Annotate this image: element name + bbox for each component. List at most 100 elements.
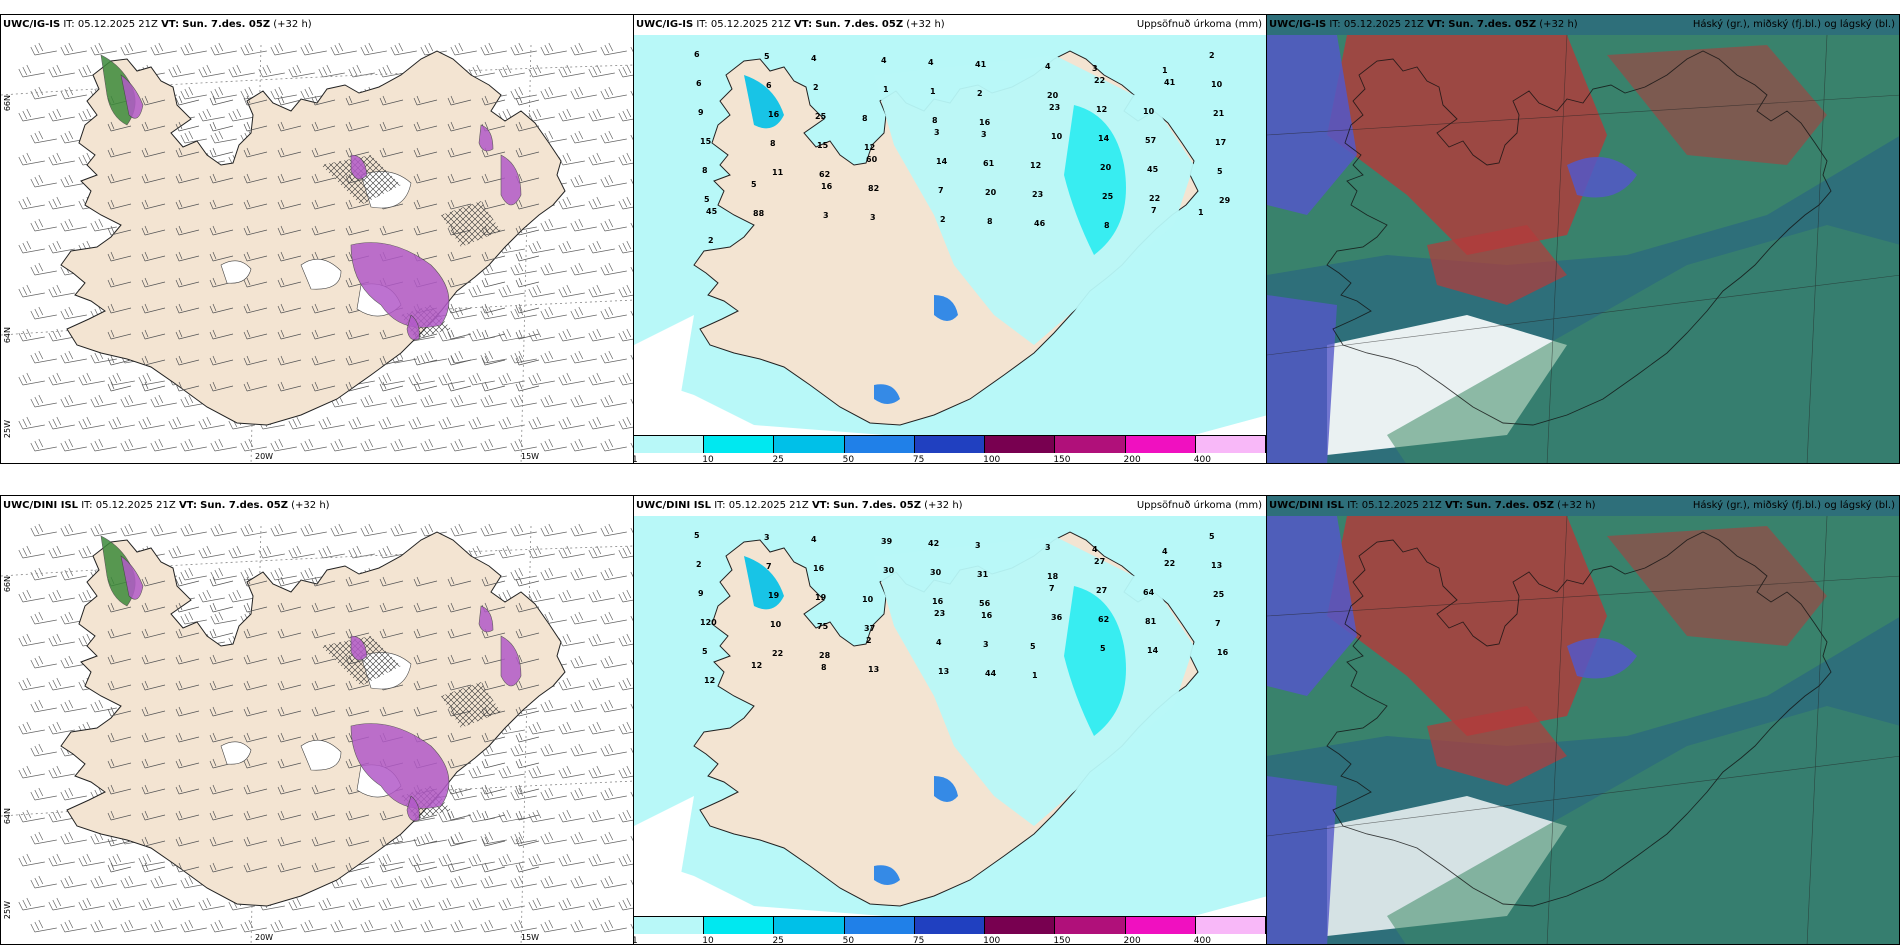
precip-value-label: 5 [1030, 642, 1036, 651]
valid-time: Sun. 7.des. 05Z [200, 500, 288, 511]
precip-value-label: 9 [698, 589, 704, 598]
precip-value-label: 11 [772, 168, 784, 177]
precip-value-label: 8 [932, 116, 938, 125]
precip-value-label: 13 [1211, 561, 1222, 570]
precip-value-label: 4 [1162, 547, 1168, 556]
precip-value-label: 7 [1215, 619, 1221, 628]
colorbar-tick-label: 100 [983, 936, 1001, 945]
precip-value-label: 30 [883, 566, 895, 575]
precip-map-panel-row1: UWC/IG-IS IT: 05.12.2025 21Z VT: Sun. 7.… [633, 14, 1267, 464]
init-time: IT: 05.12.2025 21Z [81, 500, 176, 511]
precip-value-label: 45 [706, 207, 718, 216]
init-time: IT: 05.12.2025 21Z [714, 500, 809, 511]
colorbar-tick-label: 150 [1053, 455, 1071, 464]
precip-value-label: 16 [768, 110, 780, 119]
lon-label-20: 20W [255, 452, 274, 461]
precip-value-label: 2 [866, 636, 872, 645]
precip-value-label: 5 [1209, 532, 1215, 541]
precip-value-label: 10 [862, 595, 874, 604]
colorbar-segment: 1 [634, 435, 705, 463]
precip-value-label: 8 [821, 663, 827, 672]
precip-value-label: 5 [702, 647, 708, 656]
precip-value-label: 28 [819, 651, 831, 660]
valid-time: Sun. 7.des. 05Z [1448, 19, 1537, 30]
precip-value-label: 8 [702, 166, 708, 175]
colorbar-tick-label: 150 [1053, 936, 1071, 945]
precip-value-label: 2 [940, 215, 946, 224]
precip-value-label: 13 [938, 667, 949, 676]
precip-value-label: 4 [928, 58, 934, 67]
valid-time: Sun. 7.des. 05Z [815, 19, 904, 30]
precip-value-label: 5 [1217, 167, 1223, 176]
lon-label-20: 20W [255, 933, 274, 942]
precip-value-label: 75 [817, 622, 829, 631]
colorbar-tick-label: 25 [772, 455, 784, 464]
precip-value-label: 6 [694, 50, 700, 59]
precip-value-label: 1 [1162, 66, 1168, 75]
colorbar-segment: 150 [1053, 435, 1126, 463]
panel-title: UWC/DINI ISL IT: 05.12.2025 21Z VT: Sun.… [636, 500, 963, 511]
precip-value-label: 44 [985, 669, 997, 678]
precip-value-label: 1 [1032, 671, 1038, 680]
precip-value-label: 4 [1045, 62, 1051, 71]
valid-time: Sun. 7.des. 05Z [182, 19, 271, 30]
precip-value-label: 3 [764, 533, 770, 542]
precip-value-label: 37 [864, 624, 875, 633]
precip-value-label: 12 [864, 143, 875, 152]
colorbar-tick-label: 400 [1193, 455, 1211, 464]
precip-value-label: 4 [936, 638, 942, 647]
precip-value-label: 8 [770, 139, 776, 148]
precip-value-label: 27 [1096, 586, 1107, 595]
precip-value-label: 2 [813, 83, 819, 92]
precip-value-label: 9 [698, 108, 704, 117]
precip-value-label: 8 [862, 114, 868, 123]
precip-title: Uppsöfnuð úrkoma (mm) [1136, 19, 1262, 30]
precip-value-label: 41 [1164, 78, 1176, 87]
cloud-map [1267, 496, 1899, 944]
precip-value-label: 23 [1049, 103, 1060, 112]
lat-label-66: 66N [3, 576, 12, 593]
lead-time: (+32 h) [291, 500, 330, 511]
precip-value-label: 42 [928, 539, 939, 548]
colorbar-tick-label: 400 [1193, 936, 1211, 945]
colorbar-tick-label: 10 [702, 455, 714, 464]
precip-value-label: 7 [766, 562, 772, 571]
lead-time: (+32 h) [1539, 19, 1578, 30]
precip-value-label: 10 [1143, 107, 1155, 116]
lead-time: (+32 h) [924, 500, 963, 511]
precip-value-label: 46 [1034, 219, 1046, 228]
lead-time: (+32 h) [273, 19, 312, 30]
panel-title: UWC/DINI ISL IT: 05.12.2025 21Z VT: Sun.… [3, 500, 330, 511]
precip-value-label: 3 [934, 128, 940, 137]
precip-value-label: 6 [766, 81, 772, 90]
precip-value-label: 5 [694, 531, 700, 540]
cloud-map-panel-row2: UWC/DINI ISL IT: 05.12.2025 21Z VT: Sun.… [1266, 495, 1900, 945]
precip-value-label: 22 [1164, 559, 1175, 568]
valid-time: Sun. 7.des. 05Z [833, 500, 921, 511]
precip-colorbar: 1 10 25 50 75 100 150 200 400 [634, 916, 1266, 944]
snow-wind-map [1, 523, 633, 944]
colorbar-segment: 25 [772, 916, 845, 944]
precip-value-label: 23 [934, 609, 945, 618]
precip-value-label: 16 [813, 564, 825, 573]
precip-value-label: 12 [1030, 161, 1041, 170]
precip-value-label: 3 [983, 640, 989, 649]
precip-value-label: 22 [1094, 76, 1105, 85]
precip-value-label: 2 [696, 560, 702, 569]
precip-value-label: 61 [983, 159, 995, 168]
colorbar-segment: 10 [702, 435, 775, 463]
panel-title: UWC/IG-IS IT: 05.12.2025 21Z VT: Sun. 7.… [1269, 19, 1578, 30]
cloud-map-panel-row1: UWC/IG-IS IT: 05.12.2025 21Z VT: Sun. 7.… [1266, 14, 1900, 464]
precip-value-label: 20 [1100, 163, 1112, 172]
colorbar-segment: 50 [843, 916, 915, 944]
colorbar-segment: 50 [843, 435, 915, 463]
lat-label-64: 64N [3, 808, 12, 825]
precip-value-label: 3 [823, 211, 829, 220]
precip-value-label: 1 [883, 85, 889, 94]
precip-value-label: 10 [1051, 132, 1063, 141]
precip-value-label: 27 [1094, 557, 1105, 566]
precip-value-label: 8 [1104, 221, 1110, 230]
precip-value-label: 3 [1045, 543, 1051, 552]
